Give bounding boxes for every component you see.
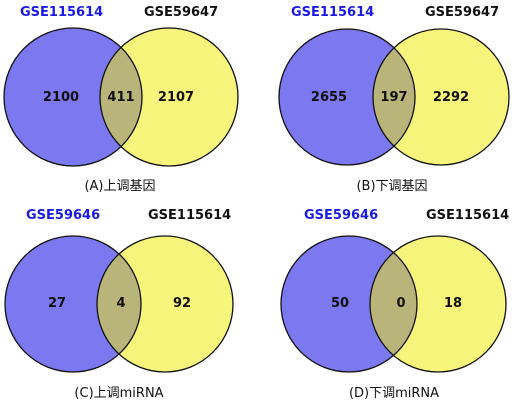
set-outline-left (280, 235, 418, 373)
set-label-right: GSE115614 (148, 208, 232, 223)
count-left-only: 50 (330, 296, 350, 311)
set-outline-left (4, 235, 142, 373)
panel-caption: (B)下调基因 (356, 179, 428, 194)
panel-caption: (A)上调基因 (84, 179, 156, 194)
count-left-only: 27 (47, 296, 67, 311)
overlap-region (370, 236, 417, 372)
venn-diagram-c (4, 235, 234, 373)
venn-diagram-d (280, 235, 507, 373)
set-circle-right (100, 28, 238, 166)
set-outline-right (372, 28, 510, 166)
set-outline-left (278, 28, 416, 166)
venn-panel-a: GSE115614 GSE59647 2100 411 2107 (A)上调基因 (0, 0, 259, 201)
venn-panel-c: GSE59646 GSE115614 27 4 92 (C)上调miRNA (0, 201, 259, 402)
count-overlap: 0 (396, 296, 406, 311)
count-overlap: 4 (116, 296, 126, 311)
count-left-only: 2655 (310, 90, 348, 105)
count-right-only: 2107 (157, 90, 195, 105)
set-circle-left (4, 28, 142, 166)
set-label-right: GSE59647 (144, 5, 219, 20)
set-label-left: GSE59646 (26, 208, 101, 223)
set-label-left: GSE115614 (291, 5, 375, 20)
count-overlap: 411 (107, 90, 135, 105)
set-outline-left (3, 27, 143, 167)
count-right-only: 18 (443, 296, 463, 311)
count-left-only: 2100 (42, 90, 80, 105)
set-label-right: GSE115614 (426, 208, 510, 223)
count-overlap: 197 (380, 90, 408, 105)
venn-diagram-b (278, 28, 510, 166)
count-right-only: 2292 (432, 90, 470, 105)
set-circle-right (373, 29, 509, 165)
set-circle-left (279, 29, 415, 165)
set-label-left: GSE115614 (20, 5, 104, 20)
panel-caption: (C)上调miRNA (74, 386, 164, 401)
count-right-only: 92 (172, 296, 192, 311)
set-outline-right (96, 235, 234, 373)
venn-panel-b: GSE115614 GSE59647 2655 197 2292 (B)下调基因 (260, 0, 519, 201)
set-outline-right (99, 27, 239, 167)
venn-diagram-a (3, 27, 239, 167)
set-outline-right (369, 235, 507, 373)
venn-panel-d: GSE59646 GSE115614 50 0 18 (D)下调miRNA (260, 201, 519, 402)
panel-caption: (D)下调miRNA (348, 386, 440, 401)
set-label-right: GSE59647 (425, 5, 500, 20)
overlap-region (97, 236, 141, 372)
set-label-left: GSE59646 (304, 208, 379, 223)
